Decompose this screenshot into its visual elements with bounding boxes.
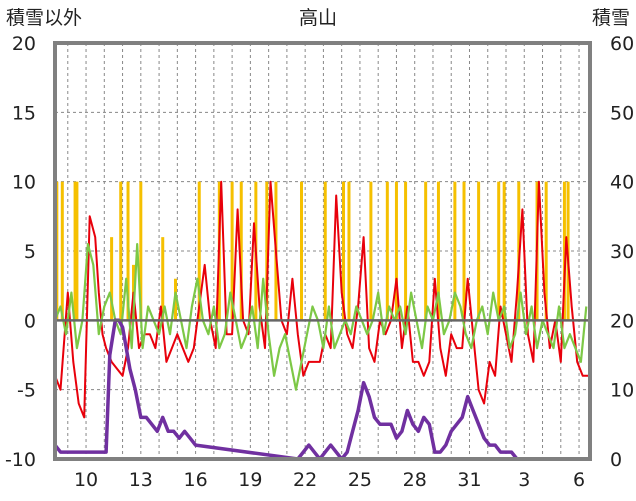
precip-bar [436,181,440,321]
precip-bar [497,181,501,321]
precip-bar [197,181,201,321]
precip-bar [161,237,165,321]
right-ytick-label: 20 [610,310,634,332]
precip-bar [341,181,345,321]
left-axis-title: 積雪以外 [6,7,82,29]
xtick-label: 3 [518,469,530,491]
precip-bar [544,181,548,321]
precip-bar [126,181,130,321]
xtick-label: 31 [457,469,481,491]
plot-frame [53,41,592,461]
precip-bar [347,181,351,321]
xtick-label: 25 [348,469,372,491]
left-ytick-label: -10 [5,449,36,471]
xtick-label: 19 [238,469,262,491]
right-ytick-label: 40 [610,172,634,194]
left-yaxis-ticks: 20 15 10 5 0 -5 -10 [5,33,36,471]
right-ytick-label: 10 [610,380,634,402]
precip-bar [562,181,566,321]
precip-bar [265,181,269,321]
right-yaxis-ticks: 60 50 40 30 20 10 0 [610,33,634,471]
xtick-label: 22 [293,469,317,491]
right-ytick-label: 60 [610,33,634,55]
precip-bar [502,181,506,321]
precip-bar [385,181,389,321]
precip-bar [300,181,304,321]
red-series-line [54,180,589,419]
green-series-line [53,243,588,391]
precip-bar [323,181,327,321]
precip-bar [424,181,428,321]
left-ytick-label: 10 [12,172,36,194]
left-ytick-label: 20 [12,33,36,55]
right-ytick-label: 50 [610,102,634,124]
snow-depth-line [53,318,587,461]
left-ytick-label: 15 [12,102,36,124]
xaxis-ticks: 10 13 16 19 22 25 28 31 3 6 [74,469,585,491]
right-ytick-label: 0 [610,449,622,471]
left-ytick-label: 5 [24,241,36,263]
right-axis-title: 積雪 [592,7,630,29]
xtick-label: 6 [573,469,585,491]
precip-bar [239,181,243,321]
right-ytick-label: 30 [610,241,634,263]
left-ytick-label: -5 [17,380,36,402]
series-lines [53,180,589,461]
precip-bar [477,181,481,321]
precip-bar [369,181,373,321]
precip-bar [73,181,77,321]
precip-bar [404,181,408,321]
precip-bar [139,181,143,321]
precip-bar [75,181,79,321]
left-ytick-label: 0 [24,310,36,332]
xtick-label: 28 [403,469,427,491]
precip-bar [462,181,466,321]
precip-bar [119,181,123,321]
precip-bar [230,181,234,321]
xtick-label: 16 [184,469,208,491]
xtick-label: 13 [129,469,153,491]
precip-bar [60,181,64,321]
xtick-label: 10 [74,469,98,491]
precip-bar [394,181,398,321]
precip-bar [453,181,457,321]
precip-bar [110,237,114,321]
chart-title: 高山 [299,7,337,29]
